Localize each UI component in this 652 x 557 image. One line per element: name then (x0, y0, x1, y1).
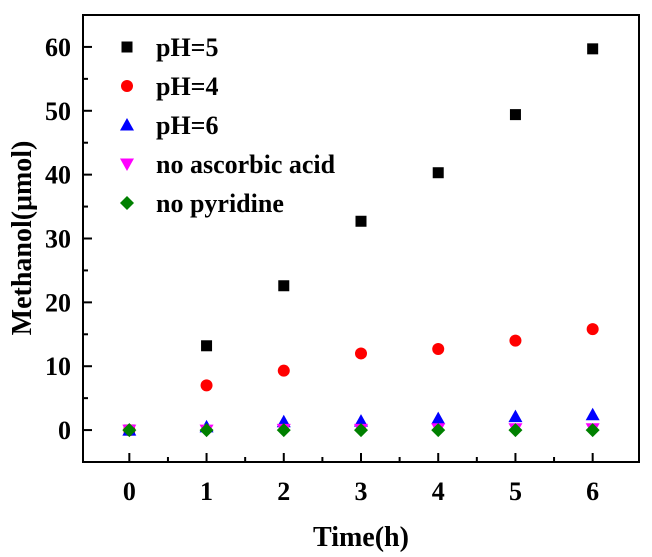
x-axis-ticks: 0 1 2 3 4 5 6 (123, 453, 599, 506)
legend-marker (120, 158, 134, 171)
y-tick-label: 50 (45, 97, 71, 126)
legend-entry-label: pH=6 (156, 111, 219, 140)
data-point (509, 109, 521, 121)
y-tick-label: 10 (45, 352, 71, 381)
data-point (508, 423, 523, 438)
data-point (199, 423, 214, 438)
legend: pH=5 pH=4 pH=6 no ascorbic acid no pyridine (120, 33, 336, 218)
series-ph-5 (123, 43, 599, 436)
y-tick-label: 20 (45, 288, 71, 317)
data-point (277, 364, 290, 377)
series-layer (122, 43, 600, 438)
y-tick-label: 30 (45, 225, 71, 254)
y-axis-label: Methanol(μmol) (7, 141, 38, 336)
data-point (432, 167, 444, 179)
x-tick-label: 4 (432, 477, 445, 506)
data-point (586, 323, 599, 336)
data-point (355, 347, 367, 360)
legend-marker (121, 41, 133, 53)
data-point (585, 407, 600, 421)
data-point (432, 342, 445, 355)
data-point (276, 423, 291, 438)
data-point (431, 423, 446, 438)
legend-marker (120, 196, 134, 210)
data-point (509, 334, 522, 347)
legend-marker (120, 118, 134, 131)
x-tick-label: 3 (355, 477, 368, 506)
x-tick-label: 5 (509, 477, 522, 506)
legend-entry-label: no pyridine (156, 189, 284, 218)
x-tick-label: 0 (123, 477, 136, 506)
data-point (200, 379, 213, 392)
data-point (201, 340, 213, 352)
data-point (355, 215, 367, 227)
data-point (508, 409, 523, 423)
y-tick-label: 40 (45, 161, 71, 190)
legend-marker (121, 80, 133, 92)
legend-entry-label: pH=4 (156, 72, 219, 101)
data-point (585, 423, 600, 438)
data-point (278, 280, 290, 292)
data-point (587, 43, 599, 55)
data-point (354, 414, 368, 427)
legend-entry-label: pH=5 (156, 33, 219, 62)
y-axis-ticks: 0 10 20 30 40 50 60 (45, 33, 92, 445)
data-point (122, 423, 137, 438)
series-no-pyridine (122, 423, 600, 438)
x-tick-label: 6 (586, 477, 599, 506)
x-tick-label: 2 (277, 477, 290, 506)
data-point (431, 411, 446, 425)
x-tick-label: 1 (200, 477, 213, 506)
y-tick-label: 60 (45, 33, 71, 62)
y-tick-label: 0 (58, 416, 71, 445)
legend-entry-label: no ascorbic acid (156, 150, 336, 179)
data-point (354, 423, 368, 438)
x-axis-label: Time(h) (313, 522, 409, 553)
